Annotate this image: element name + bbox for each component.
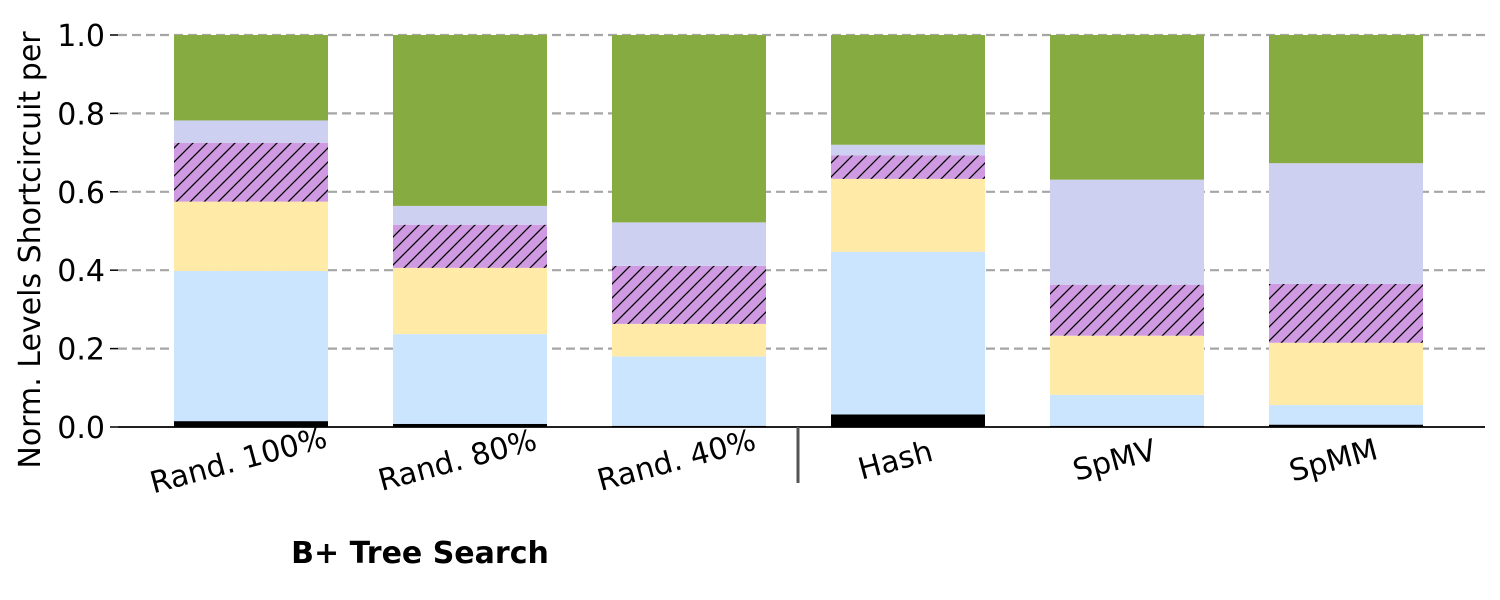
bar-segment <box>831 414 985 427</box>
grid-lines <box>118 33 1485 350</box>
bar-segment <box>612 222 766 266</box>
bar-segment <box>174 421 328 427</box>
bar-segment <box>174 120 328 143</box>
bar-segment-hatch <box>1269 283 1423 343</box>
y-tick-label: 1.0 <box>57 19 105 54</box>
bar-segment <box>174 201 328 271</box>
bar-segment <box>1269 35 1423 164</box>
y-tick-label: 0.0 <box>57 411 105 446</box>
bar-segment <box>393 35 547 206</box>
bars <box>174 35 1423 427</box>
bar-segment <box>612 356 766 426</box>
bar-segment <box>393 205 547 225</box>
bar-segment <box>393 267 547 335</box>
bar-segment <box>831 251 985 415</box>
y-tick-label: 0.4 <box>57 254 105 289</box>
bar-segment <box>1269 163 1423 284</box>
category-label: Rand. 80% <box>375 423 541 499</box>
bar-segment <box>612 323 766 357</box>
bar-segment-hatch <box>393 224 547 268</box>
bar-segment-hatch <box>174 142 328 202</box>
bar-segment <box>831 35 985 145</box>
bar-segment <box>393 334 547 424</box>
bar-segment <box>1269 424 1423 427</box>
bar-segment <box>1050 179 1204 285</box>
y-tick-label: 0.6 <box>57 176 105 211</box>
category-label: Hash <box>855 434 937 487</box>
bar-segment <box>1050 394 1204 426</box>
category-label: Rand. 100% <box>146 420 330 501</box>
bar-segment <box>1269 342 1423 406</box>
category-label: Rand. 40% <box>594 423 760 499</box>
y-tick-label: 0.8 <box>57 97 105 132</box>
bar-segment <box>393 423 547 427</box>
category-label: SpMM <box>1286 432 1382 489</box>
bar-segment <box>1050 335 1204 395</box>
bar-segment-hatch <box>1050 284 1204 336</box>
category-label: SpMV <box>1069 433 1160 489</box>
y-tick-label: 0.2 <box>57 333 105 368</box>
bar-segment <box>831 178 985 252</box>
bar-segment <box>1050 35 1204 180</box>
y-axis-title: Norm. Levels Shortcircuit per <box>13 31 48 469</box>
group-label: B+ Tree Search <box>291 536 549 571</box>
bar-segment <box>174 35 328 121</box>
axes <box>110 34 1485 483</box>
bar-segment-hatch <box>831 155 985 179</box>
bar-segment <box>174 270 328 422</box>
bar-segment <box>1269 405 1423 425</box>
bar-segment-hatch <box>612 265 766 324</box>
bar-segment <box>831 144 985 156</box>
bar-segment <box>612 35 766 223</box>
